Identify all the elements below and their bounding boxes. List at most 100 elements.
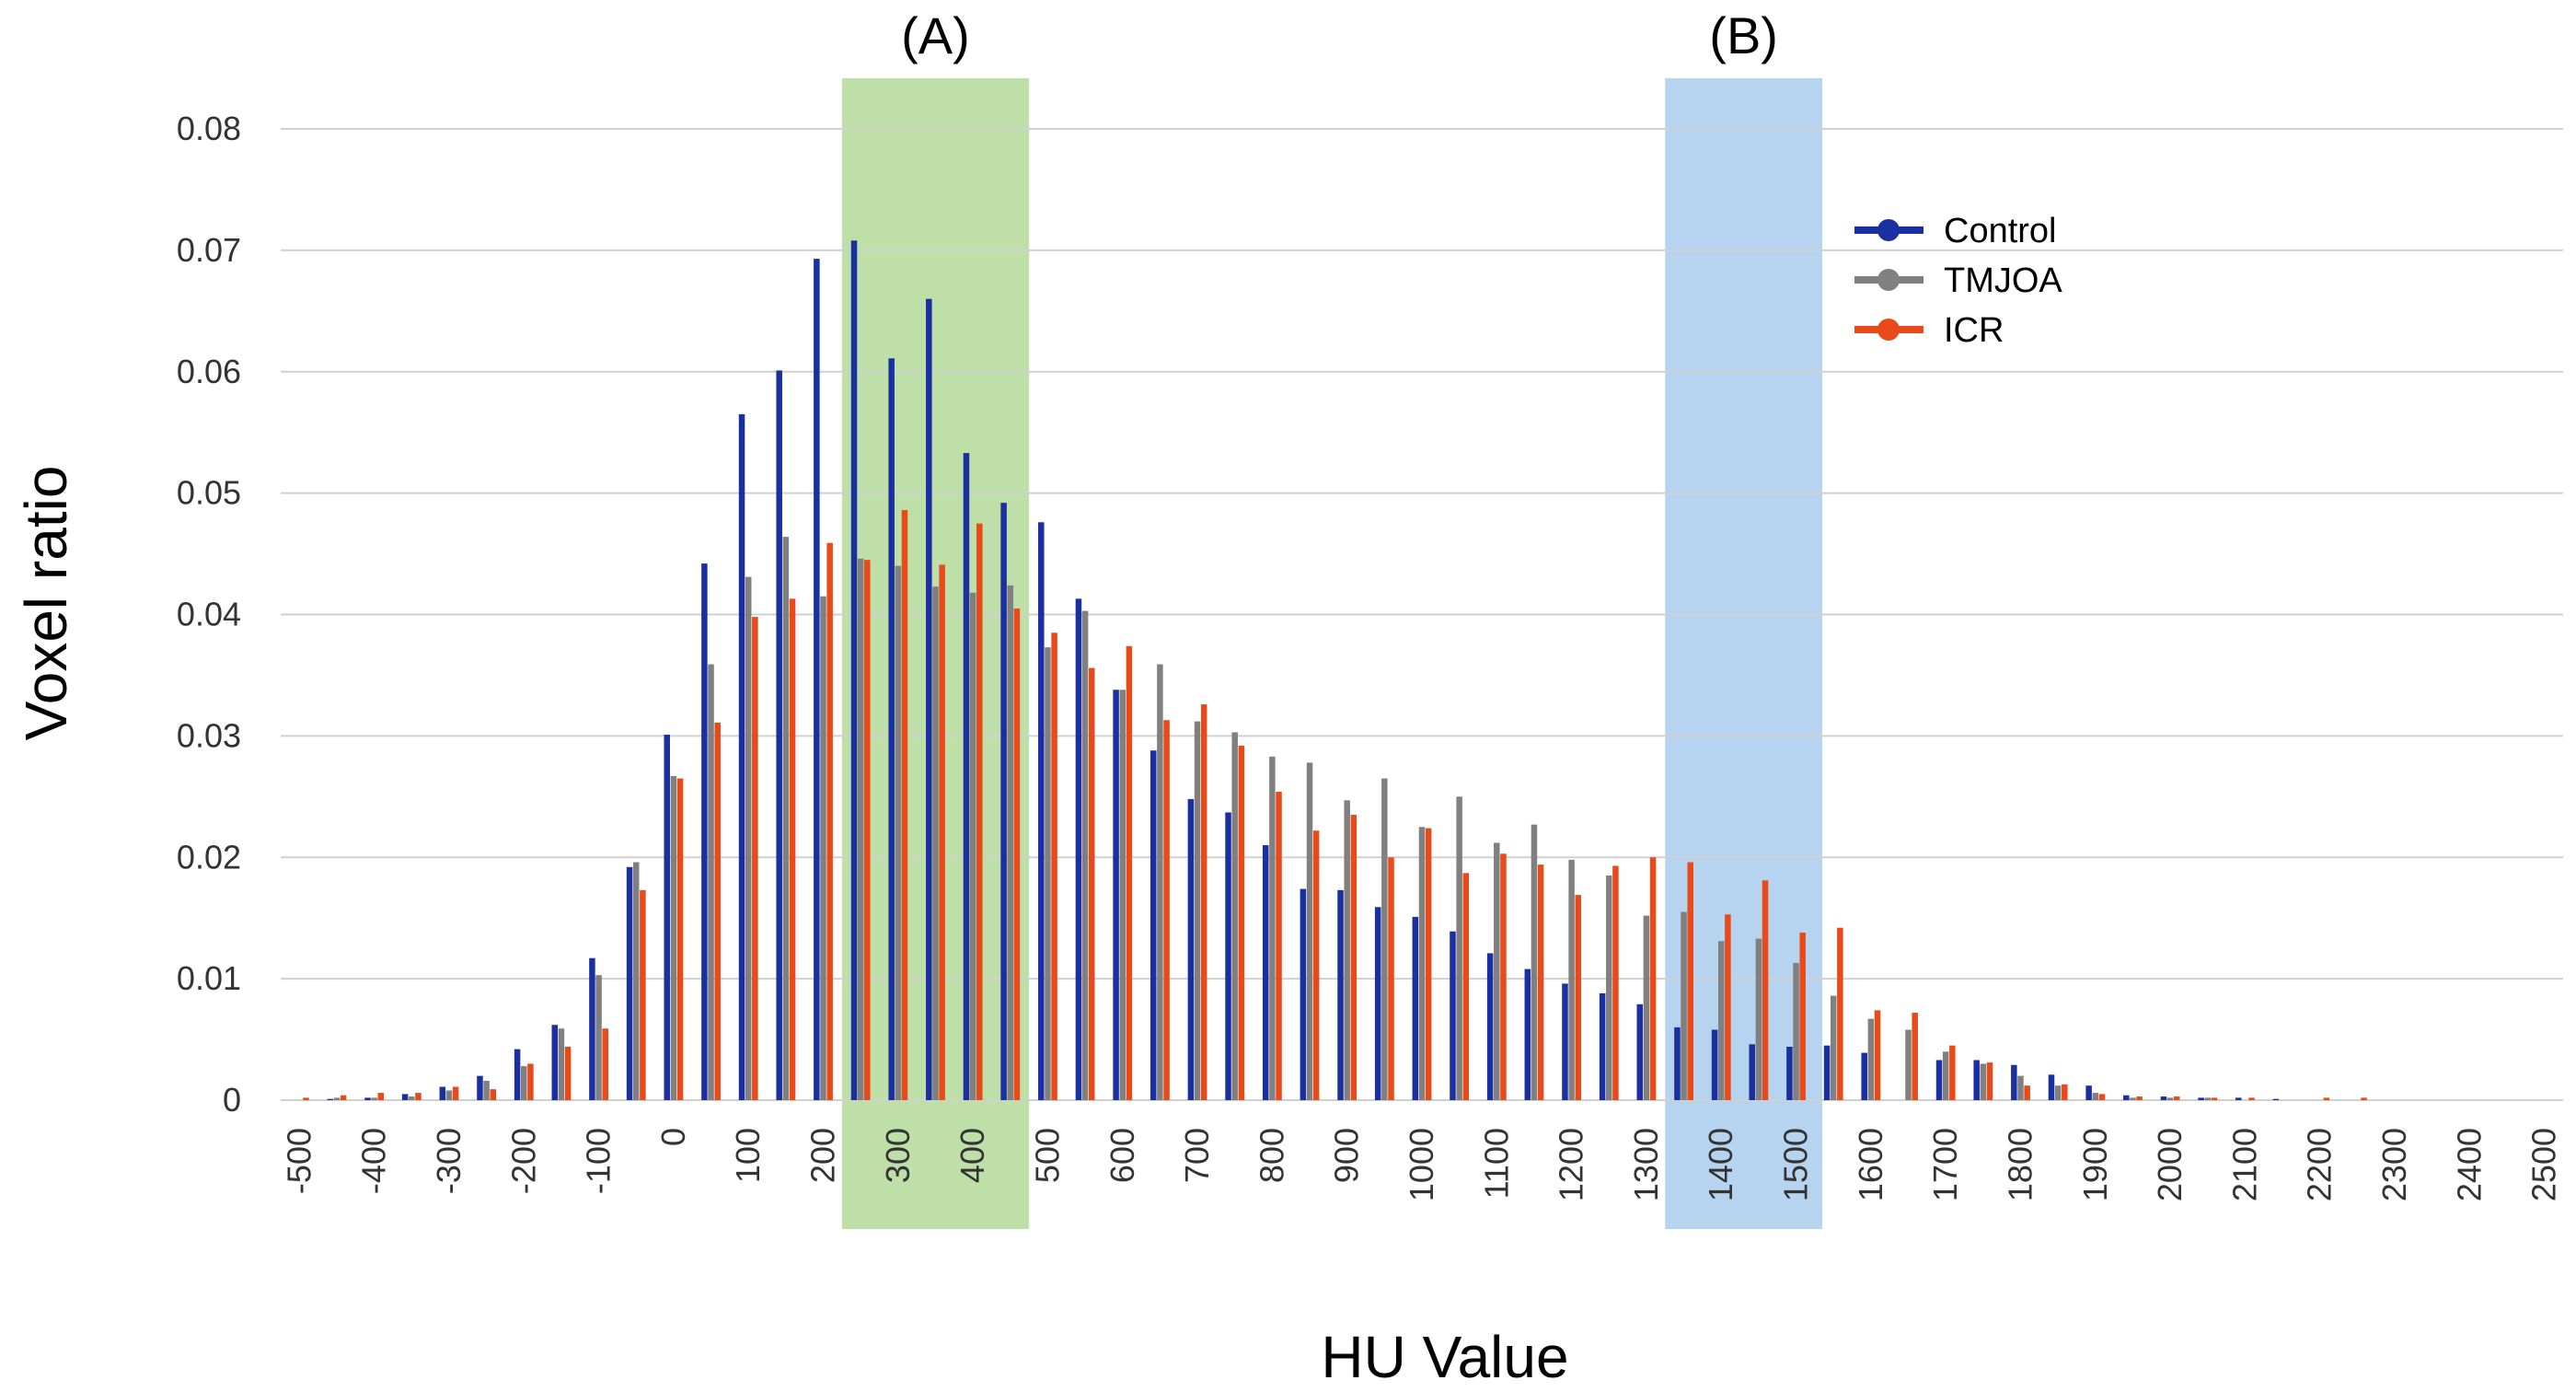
x-tick-label: 1900	[2076, 1128, 2114, 1201]
x-tick-label: 300	[879, 1128, 917, 1183]
bar-control-1200	[1562, 983, 1568, 1100]
bar-tmjoa-100	[745, 576, 752, 1100]
x-tick-label: -500	[280, 1128, 318, 1194]
bar-control-650	[1150, 750, 1157, 1100]
bar-control-1300	[1636, 1003, 1644, 1100]
legend-marker	[1877, 319, 1900, 341]
bar-tmjoa-1650	[1905, 1029, 1912, 1100]
x-tick-label: 400	[953, 1128, 991, 1183]
bar-series	[303, 240, 2367, 1100]
bar-control-1400	[1711, 1029, 1718, 1100]
legend-item-control: Control	[1854, 212, 2057, 250]
bar-icr-1600	[1874, 1010, 1881, 1100]
bar-control--400	[364, 1097, 371, 1100]
bar-tmjoa-900	[1344, 800, 1350, 1100]
bar-tmjoa-1300	[1643, 915, 1650, 1100]
legend-label: ICR	[1944, 311, 2004, 350]
bar-control-50	[701, 563, 708, 1100]
bar-control-1100	[1486, 953, 1494, 1100]
x-tick-label: 2000	[2151, 1128, 2189, 1201]
region-label-2: (B)	[1709, 6, 1778, 64]
x-axis-title: HU Value	[1321, 1324, 1568, 1390]
x-tick-label: 200	[804, 1128, 842, 1183]
bar-tmjoa--50	[632, 862, 640, 1100]
x-tick-label: 2400	[2450, 1128, 2488, 1201]
legend-marker	[1877, 269, 1900, 291]
bar-tmjoa-1500	[1793, 962, 1799, 1100]
x-tick-label: 100	[729, 1128, 767, 1183]
bar-icr-350	[939, 564, 945, 1100]
x-tick-label: -300	[430, 1128, 468, 1194]
bar-icr-550	[1089, 667, 1095, 1100]
bar-control--50	[626, 866, 633, 1100]
bar-control--450	[327, 1098, 334, 1100]
bar-icr-450	[1013, 608, 1021, 1100]
bar-tmjoa-800	[1269, 756, 1276, 1100]
x-tick-label: 1200	[1553, 1128, 1590, 1201]
bar-tmjoa-1750	[1980, 1063, 1987, 1100]
y-tick-label: 0.02	[177, 838, 241, 876]
x-tick-label: 0	[654, 1128, 692, 1146]
bar-tmjoa-1400	[1717, 941, 1725, 1100]
bar-tmjoa-1100	[1494, 842, 1500, 1100]
bar-icr-1800	[2024, 1085, 2030, 1100]
x-tick-label: 1500	[1777, 1128, 1815, 1201]
bar-icr--500	[303, 1097, 309, 1100]
bar-control--300	[439, 1086, 446, 1100]
x-tick-label: 2200	[2301, 1128, 2339, 1201]
bar-control-1450	[1749, 1044, 1755, 1100]
bar-control-550	[1075, 598, 1082, 1100]
legend-label: TMJOA	[1944, 261, 2062, 300]
bar-control-2150	[2272, 1098, 2280, 1100]
y-tick-label: 0.04	[177, 596, 241, 633]
y-tick-labels: 0 0.01 0.02 0.03 0.04 0.05 0.06 0.07 0.08	[177, 110, 241, 1119]
x-tick-label: 600	[1103, 1128, 1141, 1183]
bar-icr-2200	[2323, 1097, 2330, 1100]
bar-control-450	[1000, 503, 1007, 1100]
bar-icr-1550	[1837, 927, 1843, 1100]
bar-control-1800	[2011, 1064, 2017, 1100]
bar-icr-1250	[1612, 865, 1619, 1100]
bar-icr-150	[789, 598, 796, 1100]
x-tick-label: 1000	[1403, 1128, 1440, 1201]
bar-icr-1500	[1799, 933, 1806, 1100]
y-tick-label: 0.03	[177, 716, 241, 754]
bar-tmjoa-1900	[2092, 1093, 2099, 1100]
bar-icr-200	[826, 542, 833, 1100]
bar-icr-1350	[1687, 862, 1693, 1100]
bar-icr--250	[490, 1089, 497, 1100]
bar-icr-2000	[2174, 1096, 2180, 1100]
legend: Control TMJOA ICR	[1854, 212, 2062, 350]
bar-control-850	[1300, 888, 1307, 1100]
y-tick-label: 0.07	[177, 231, 241, 269]
bar-icr-1000	[1425, 828, 1432, 1100]
x-tick-label: 1700	[1926, 1128, 1964, 1201]
bar-icr-750	[1238, 745, 1245, 1100]
bar-icr-50	[714, 722, 721, 1100]
bar-tmjoa--400	[371, 1097, 377, 1100]
bar-tmjoa--300	[445, 1090, 453, 1100]
bar-tmjoa-700	[1194, 721, 1201, 1100]
bar-control--200	[514, 1049, 521, 1100]
bar-icr--200	[527, 1063, 534, 1100]
bar-tmjoa-2000	[2166, 1097, 2174, 1100]
bar-icr-1900	[2098, 1094, 2106, 1100]
bar-tmjoa-1950	[2130, 1097, 2136, 1100]
bar-control-600	[1113, 690, 1119, 1100]
bar-control-250	[850, 240, 858, 1100]
bar-tmjoa-500	[1045, 647, 1051, 1100]
bar-control--100	[589, 957, 595, 1100]
bar-control-1000	[1412, 916, 1419, 1100]
bar-icr-950	[1388, 857, 1394, 1100]
bar-icr-300	[901, 510, 908, 1100]
legend-marker	[1877, 219, 1900, 241]
bar-icr--300	[452, 1086, 459, 1100]
bar-tmjoa-850	[1306, 762, 1313, 1100]
bar-control-500	[1038, 522, 1045, 1100]
bar-control--150	[551, 1025, 559, 1100]
bar-icr--150	[564, 1046, 572, 1100]
y-tick-label: 0.01	[177, 959, 241, 997]
y-tick-label: 0.08	[177, 110, 241, 147]
bar-icr-100	[752, 617, 758, 1100]
bar-tmjoa-2050	[2204, 1097, 2212, 1100]
